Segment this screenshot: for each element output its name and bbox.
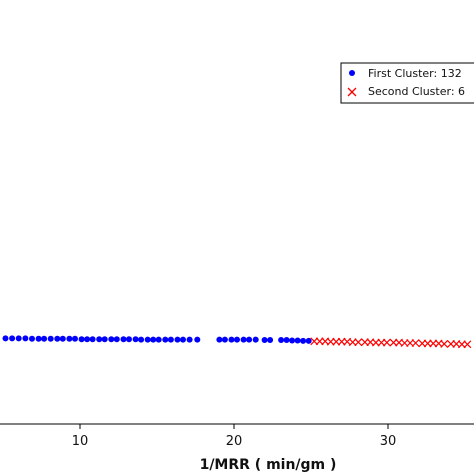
second-cluster-point — [411, 339, 420, 347]
second-cluster-point — [463, 340, 472, 349]
first-cluster-point — [78, 336, 85, 343]
legend-box — [340, 62, 474, 104]
first-cluster-point — [162, 336, 169, 343]
first-cluster-point — [180, 336, 186, 343]
first-cluster-point — [186, 336, 193, 343]
first-cluster-point — [89, 336, 96, 343]
first-cluster-point — [132, 336, 139, 343]
x-tick-30: 30 — [380, 424, 397, 449]
first-cluster-point — [72, 335, 78, 342]
x-axis-title: 1/MRR ( min/gm ) — [200, 457, 337, 473]
first-cluster-point — [59, 335, 66, 342]
first-cluster-point — [194, 336, 201, 343]
first-cluster-point — [240, 336, 247, 343]
first-cluster-point — [261, 337, 268, 343]
first-cluster-point — [54, 335, 61, 342]
x-tick-label: 20 — [226, 434, 243, 449]
first-cluster-point — [47, 335, 54, 342]
first-cluster-point — [294, 337, 301, 344]
first-cluster-point — [66, 335, 73, 342]
first-cluster-point — [167, 336, 174, 343]
first-cluster-point — [228, 336, 235, 343]
second-cluster-point — [354, 338, 363, 347]
first-cluster-point — [246, 336, 253, 343]
first-cluster-point — [289, 337, 296, 344]
legend-label-first-cluster: First Cluster: 132 — [368, 67, 462, 80]
first-cluster-point — [22, 335, 29, 342]
first-cluster-point — [138, 336, 145, 343]
first-cluster-point — [9, 335, 16, 342]
first-cluster-point — [221, 336, 228, 343]
x-tick-10: 10 — [72, 424, 89, 449]
first-cluster-point — [278, 337, 285, 343]
data-points — [2, 335, 472, 349]
first-cluster-point — [252, 336, 259, 343]
first-cluster-point — [126, 336, 132, 343]
first-cluster-point — [41, 335, 48, 342]
legend-marker-first-cluster — [349, 70, 355, 76]
legend-label-second-cluster: Second Cluster: 6 — [368, 85, 465, 98]
first-cluster-point — [35, 335, 42, 342]
first-cluster-point — [96, 336, 103, 343]
first-cluster-point — [150, 336, 157, 343]
first-cluster-point — [300, 337, 307, 344]
x-tick-label: 10 — [72, 434, 89, 449]
first-cluster-point — [2, 335, 9, 342]
first-cluster-point — [15, 335, 22, 342]
legend: First Cluster: 132 Second Cluster: 6 — [340, 62, 474, 104]
first-cluster-point — [29, 335, 35, 342]
second-cluster-point — [382, 338, 391, 347]
x-tick-20: 20 — [226, 424, 243, 449]
first-cluster-point — [120, 336, 127, 343]
first-cluster-point — [84, 336, 91, 343]
legend-marker-second-cluster — [347, 87, 357, 97]
first-cluster-point — [101, 336, 108, 343]
first-cluster-point — [305, 337, 312, 344]
second-cluster-point — [348, 338, 357, 347]
x-tick-label: 30 — [380, 434, 397, 449]
first-cluster-point — [234, 336, 240, 343]
first-cluster-point — [267, 337, 274, 343]
first-cluster-point — [113, 336, 120, 343]
first-cluster-point — [283, 337, 290, 343]
first-cluster-point — [216, 336, 223, 343]
second-cluster-point — [440, 339, 449, 348]
first-cluster-point — [155, 336, 162, 343]
first-cluster-point — [144, 336, 151, 343]
first-cluster-point — [174, 336, 181, 343]
first-cluster-point — [108, 336, 115, 343]
